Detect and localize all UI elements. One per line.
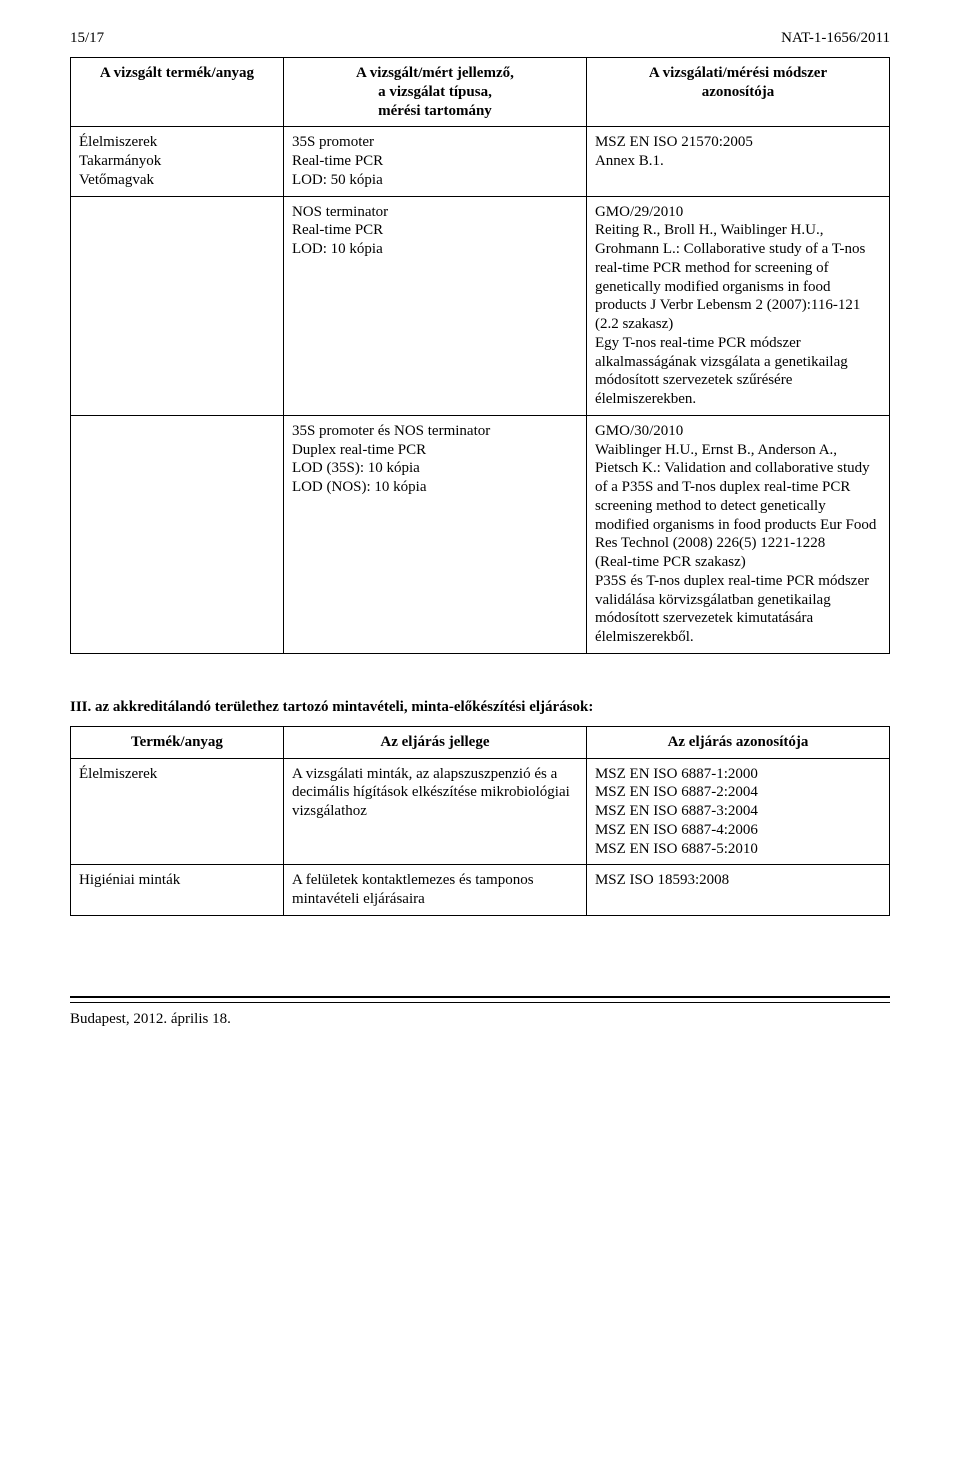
section3-table: Termék/anyag Az eljárás jellege Az eljár…	[70, 726, 890, 916]
char-l3: LOD: 10 kópia	[292, 241, 383, 257]
footer-divider-thin	[70, 1002, 890, 1003]
pid-l1: MSZ EN ISO 6887-1:2000	[595, 766, 758, 782]
table-header-row: Termék/anyag Az eljárás jellege Az eljár…	[71, 726, 890, 758]
cell-procedure-id: MSZ EN ISO 6887-1:2000 MSZ EN ISO 6887-2…	[586, 758, 889, 865]
doc-id: NAT-1-1656/2011	[781, 30, 890, 47]
th-product: A vizsgált termék/anyag	[71, 58, 284, 127]
cell-procedure: A felületek kontaktlemezes és tamponos m…	[283, 865, 586, 916]
char-l2: Real-time PCR	[292, 222, 383, 238]
cell-product: Higiéniai minták	[71, 865, 284, 916]
pid-l4: MSZ EN ISO 6887-4:2006	[595, 822, 758, 838]
table-row: Élelmiszerek Takarmányok Vetőmagvak 35S …	[71, 127, 890, 196]
footer-divider	[70, 996, 890, 998]
pid-l3: MSZ EN ISO 6887-3:2004	[595, 803, 758, 819]
page-header: 15/17 NAT-1-1656/2011	[70, 30, 890, 47]
method-l2: Annex B.1.	[595, 153, 664, 169]
section3-heading: III. az akkreditálandó területhez tartoz…	[70, 699, 890, 716]
th-characteristic: A vizsgált/mért jellemző, a vizsgálat tí…	[283, 58, 586, 127]
th-method-l2: azonosítója	[702, 84, 775, 100]
cell-product: Élelmiszerek Takarmányok Vetőmagvak	[71, 127, 284, 196]
page-number: 15/17	[70, 30, 104, 47]
table-row: NOS terminator Real-time PCR LOD: 10 kóp…	[71, 196, 890, 415]
footer-text: Budapest, 2012. április 18.	[70, 1011, 890, 1028]
method-l1: MSZ EN ISO 21570:2005	[595, 134, 753, 150]
main-table: A vizsgált termék/anyag A vizsgált/mért …	[70, 57, 890, 654]
char-l2: Real-time PCR	[292, 153, 383, 169]
product-l3: Vetőmagvak	[79, 172, 154, 188]
cell-product: Élelmiszerek	[71, 758, 284, 865]
th-product: Termék/anyag	[71, 726, 284, 758]
th-procedure-id: Az eljárás azonosítója	[586, 726, 889, 758]
table-header-row: A vizsgált termék/anyag A vizsgált/mért …	[71, 58, 890, 127]
th-method-id: A vizsgálati/mérési módszer azonosítója	[586, 58, 889, 127]
cell-method: GMO/30/2010 Waiblinger H.U., Ernst B., A…	[586, 415, 889, 653]
th-method-l1: A vizsgálati/mérési módszer	[649, 65, 827, 81]
table-row: Higiéniai minták A felületek kontaktleme…	[71, 865, 890, 916]
char-l2: Duplex real-time PCR	[292, 442, 426, 458]
char-l3: LOD (35S): 10 kópia	[292, 460, 420, 476]
char-l4: LOD (NOS): 10 kópia	[292, 479, 427, 495]
char-l1: 35S promoter	[292, 134, 374, 150]
th-char-l2: a vizsgálat típusa,	[378, 84, 492, 100]
cell-characteristic: 35S promoter és NOS terminator Duplex re…	[283, 415, 586, 653]
cell-characteristic: 35S promoter Real-time PCR LOD: 50 kópia	[283, 127, 586, 196]
cell-procedure-id: MSZ ISO 18593:2008	[586, 865, 889, 916]
th-char-l3: mérési tartomány	[378, 103, 492, 119]
table-row: Élelmiszerek A vizsgálati minták, az ala…	[71, 758, 890, 865]
char-l1: 35S promoter és NOS terminator	[292, 423, 490, 439]
cell-procedure: A vizsgálati minták, az alapszuszpenzió …	[283, 758, 586, 865]
th-char-l1: A vizsgált/mért jellemző,	[356, 65, 514, 81]
cell-product-empty	[71, 196, 284, 415]
product-l2: Takarmányok	[79, 153, 161, 169]
cell-characteristic: NOS terminator Real-time PCR LOD: 10 kóp…	[283, 196, 586, 415]
pid-l2: MSZ EN ISO 6887-2:2004	[595, 784, 758, 800]
table-row: 35S promoter és NOS terminator Duplex re…	[71, 415, 890, 653]
cell-product-empty	[71, 415, 284, 653]
cell-method: GMO/29/2010 Reiting R., Broll H., Waibli…	[586, 196, 889, 415]
product-l1: Élelmiszerek	[79, 134, 157, 150]
th-procedure: Az eljárás jellege	[283, 726, 586, 758]
pid-l5: MSZ EN ISO 6887-5:2010	[595, 841, 758, 857]
cell-method: MSZ EN ISO 21570:2005 Annex B.1.	[586, 127, 889, 196]
char-l3: LOD: 50 kópia	[292, 172, 383, 188]
char-l1: NOS terminator	[292, 204, 388, 220]
